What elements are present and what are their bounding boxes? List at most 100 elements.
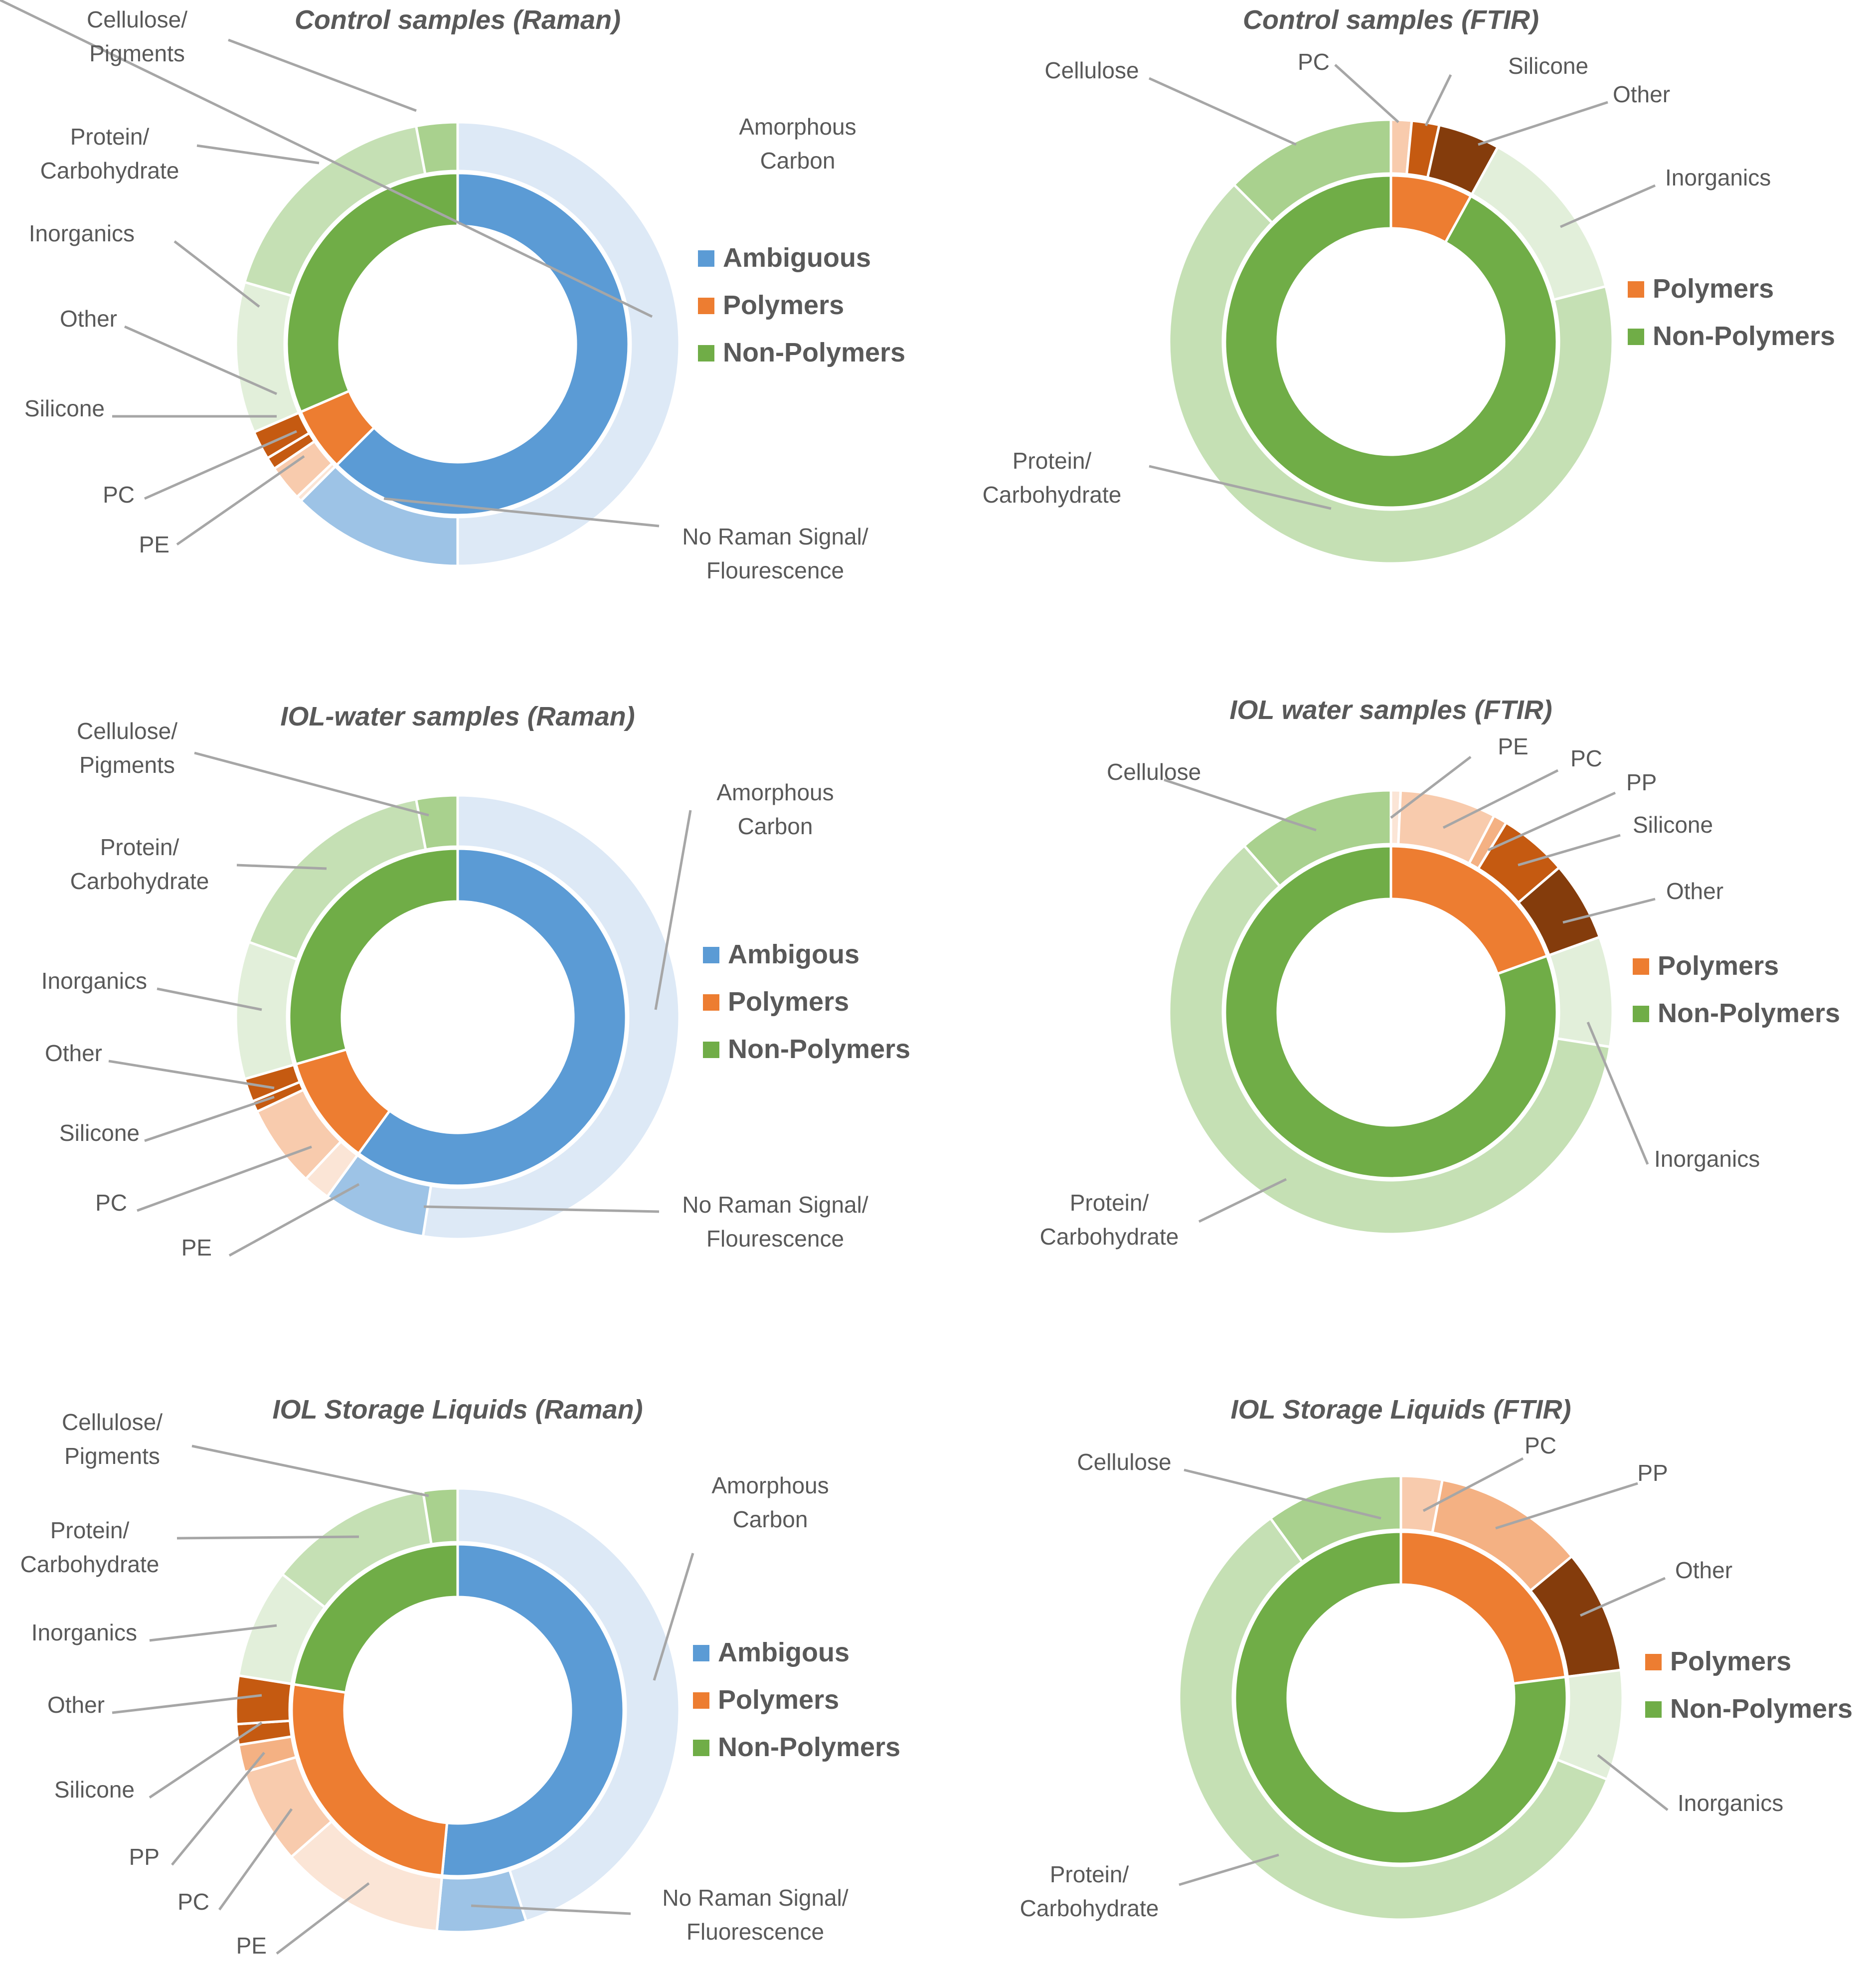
leader-line bbox=[276, 1882, 370, 1955]
legend-swatch-polymers bbox=[698, 298, 714, 314]
leader-line bbox=[228, 38, 417, 112]
legend-label-non-polymers: Non-Polymers bbox=[728, 1034, 910, 1064]
outer-slice-cellulose bbox=[1232, 118, 1392, 225]
leader-line bbox=[108, 1060, 275, 1089]
slice-label-no-raman-signal-flourescence: No Raman Signal/Flourescence bbox=[682, 1192, 868, 1252]
leader-line bbox=[218, 1808, 293, 1911]
outer-slice-no-raman-signal-fluorescence bbox=[435, 1868, 528, 1934]
legend-swatch-ambigous bbox=[693, 1645, 709, 1661]
leader-line bbox=[1487, 791, 1616, 852]
outer-slice-amorphous-carbon bbox=[456, 1487, 681, 1923]
leader-line bbox=[112, 1694, 262, 1714]
leader-line bbox=[149, 1624, 277, 1642]
slice-label-pc: PC bbox=[177, 1889, 209, 1915]
slice-label-inorganics: Inorganics bbox=[1678, 1790, 1783, 1816]
legend-label-non-polymers: Non-Polymers bbox=[723, 338, 905, 367]
leader-line bbox=[383, 497, 660, 528]
leader-line bbox=[173, 240, 260, 308]
outer-slice-amorphous-carbon bbox=[456, 121, 681, 567]
leader-line bbox=[157, 987, 262, 1011]
leader-line bbox=[149, 1721, 263, 1799]
leader-line bbox=[1518, 834, 1621, 867]
inner-slice-non-polymers bbox=[1233, 1530, 1568, 1865]
slice-label-pe: PE bbox=[139, 532, 170, 557]
legend-swatch-non-polymers bbox=[703, 1042, 719, 1058]
leader-line bbox=[1579, 1577, 1666, 1617]
slice-label-silicone: Silicone bbox=[1633, 812, 1713, 838]
donut-chart-1: Control samples (Raman) Amorphous Carbon No… bbox=[0, 0, 905, 583]
outer-slice-cellulose-pigments bbox=[414, 121, 459, 176]
legend-swatch-non-polymers bbox=[1633, 1006, 1649, 1022]
slice-label-cellulose: Cellulose bbox=[1077, 1449, 1171, 1475]
slice-label-inorganics: Inorganics bbox=[41, 968, 147, 994]
leader-line bbox=[171, 1752, 265, 1866]
legend-swatch-non-polymers bbox=[1628, 329, 1644, 345]
legend-label-ambigous: Ambigous bbox=[728, 939, 859, 969]
slice-label-inorganics: Inorganics bbox=[29, 220, 135, 246]
outer-slice-protein-carbohydrate bbox=[1178, 1516, 1609, 1921]
leader-line bbox=[1424, 74, 1452, 127]
slice-label-other: Other bbox=[45, 1040, 102, 1066]
legend-label-polymers: Polymers bbox=[718, 1685, 839, 1715]
leader-line bbox=[1148, 77, 1297, 146]
outer-slice-protein-carbohydrate bbox=[1168, 182, 1614, 565]
legend-swatch-polymers bbox=[693, 1692, 709, 1709]
inner-slice-non-polymers bbox=[1223, 845, 1558, 1180]
leader-line bbox=[176, 455, 305, 546]
donut-chart-3: IOL-water samples (Raman) Amorphous Carbon… bbox=[41, 702, 910, 1260]
slice-label-no-raman-signal-fluorescence: No Raman Signal/Fluorescence bbox=[662, 1885, 849, 1945]
slice-label-amorphous-carbon: Amorphous Carbon bbox=[739, 114, 856, 174]
leader-line bbox=[1495, 1482, 1638, 1530]
inner-slice-non-polymers bbox=[288, 847, 459, 1066]
slice-label-pp: PP bbox=[1626, 769, 1657, 795]
slice-label-protein-carbohydrate: Protein/Carbohydrate bbox=[983, 448, 1122, 508]
leader-line bbox=[1559, 184, 1656, 228]
slice-label-protein-carbohydrate: Protein/Carbohydrate bbox=[1040, 1190, 1179, 1250]
legend-label-ambigous: Ambigous bbox=[718, 1637, 850, 1667]
leader-line bbox=[1597, 1754, 1669, 1811]
legend-swatch-non-polymers bbox=[698, 345, 714, 361]
legend-label-non-polymers: Non-Polymers bbox=[1653, 321, 1835, 351]
chart-title: Control samples (Raman) bbox=[295, 5, 621, 35]
leader-line bbox=[1562, 898, 1656, 924]
legend-label-ambiguous: Ambiguous bbox=[723, 243, 871, 273]
slice-label-silicone: Silicone bbox=[54, 1777, 135, 1802]
leader-line bbox=[1184, 1468, 1381, 1520]
leader-line bbox=[137, 1145, 312, 1212]
legend-swatch-ambigous bbox=[703, 947, 719, 963]
chart-title: IOL Storage Liquids (FTIR) bbox=[1231, 1395, 1571, 1425]
leader-line bbox=[654, 810, 692, 1010]
leader-line bbox=[176, 1535, 359, 1540]
chart-title: Control samples (FTIR) bbox=[1243, 5, 1539, 35]
legend-label-polymers: Polymers bbox=[723, 290, 844, 320]
slice-label-no-raman-signal-flourescence: No Raman Signal/Flourescence bbox=[682, 524, 868, 583]
leader-line bbox=[653, 1553, 694, 1681]
slice-label-other: Other bbox=[1675, 1557, 1732, 1583]
leader-line bbox=[1164, 778, 1317, 832]
outer-slice-cellulose-pigments bbox=[414, 794, 459, 851]
slice-label-pc: PC bbox=[1570, 745, 1602, 771]
slice-label-amorphous-carbon: Amorphous Carbon bbox=[716, 779, 834, 839]
outer-slice-cellulose bbox=[1242, 789, 1392, 888]
inner-slice-ambigous bbox=[356, 847, 628, 1187]
leader-line bbox=[236, 864, 327, 870]
chart-title: IOL-water samples (Raman) bbox=[280, 702, 635, 731]
slice-label-protein-carbohydrate: Protein/Carbohydrate bbox=[20, 1517, 160, 1577]
inner-slice-non-polymers bbox=[1223, 174, 1558, 509]
outer-slice-cellulose-pigments bbox=[421, 1487, 459, 1546]
slice-label-pc: PC bbox=[95, 1190, 127, 1216]
legend-label-polymers: Polymers bbox=[1653, 274, 1774, 304]
inner-slice-non-polymers bbox=[285, 172, 459, 414]
outer-slice-protein-carbohydrate bbox=[1168, 844, 1612, 1236]
legend-swatch-polymers bbox=[1633, 958, 1649, 975]
inner-slice-polymers bbox=[290, 1683, 449, 1877]
slice-label-inorganics: Inorganics bbox=[1654, 1146, 1760, 1172]
legend-swatch-ambiguous bbox=[698, 250, 714, 267]
legend-label-polymers: Polymers bbox=[1658, 951, 1779, 981]
slice-label-pc: PC bbox=[1298, 49, 1330, 75]
slice-label-silicone: Silicone bbox=[59, 1120, 140, 1146]
slice-label-cellulose: Cellulose bbox=[1107, 759, 1201, 785]
leader-line bbox=[1149, 465, 1332, 510]
legend-swatch-non-polymers bbox=[693, 1740, 709, 1756]
